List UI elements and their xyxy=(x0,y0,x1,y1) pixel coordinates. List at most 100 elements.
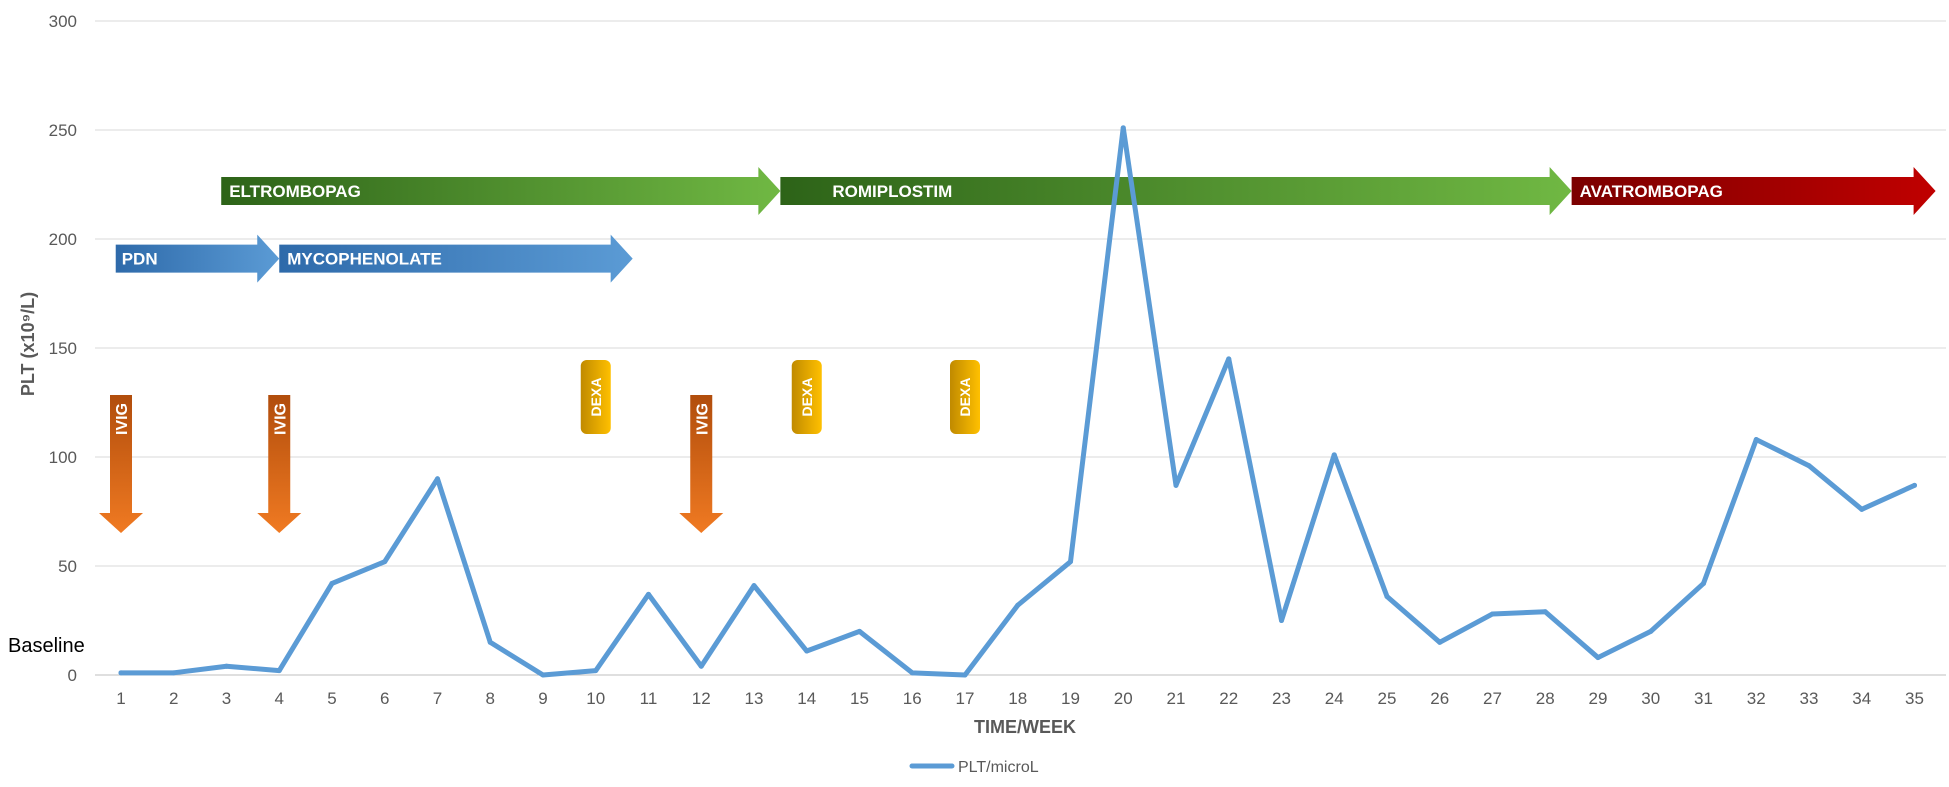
y-tick-label: 100 xyxy=(49,448,77,467)
arrow-romiplostim-label: ROMIPLOSTIM xyxy=(832,182,952,201)
dexa-box-2 xyxy=(791,360,822,434)
data-point xyxy=(1015,602,1021,608)
x-tick-label: 19 xyxy=(1061,689,1080,708)
x-tick-label: 1 xyxy=(116,689,125,708)
arrow-romiplostim xyxy=(780,167,1572,216)
x-tick-label: 9 xyxy=(538,689,547,708)
data-point xyxy=(1701,580,1706,586)
baseline-label: Baseline xyxy=(8,635,85,657)
x-tick-label: 7 xyxy=(433,689,442,708)
data-point xyxy=(1595,655,1601,661)
x-tick-label: 30 xyxy=(1641,689,1660,708)
data-point xyxy=(1331,452,1337,458)
x-tick-label: 6 xyxy=(380,689,389,708)
data-point xyxy=(1173,482,1179,488)
x-tick-label: 32 xyxy=(1747,689,1766,708)
data-point xyxy=(593,668,599,674)
ivig-label-2: IVIG xyxy=(272,403,289,435)
series-line-plt xyxy=(118,125,1917,678)
arrow-mycophenolate-label: MYCOPHENOLATE xyxy=(287,250,442,269)
x-tick-label: 29 xyxy=(1589,689,1608,708)
y-tick-label: 50 xyxy=(58,557,77,576)
y-tick-label: 0 xyxy=(68,666,77,685)
data-point xyxy=(698,663,704,669)
x-tick-label: 18 xyxy=(1008,689,1027,708)
data-point xyxy=(329,580,335,586)
arrow-eltrombopag-label: ELTROMBOPAG xyxy=(229,182,361,201)
legend-label: PLT/microL xyxy=(958,759,1039,776)
ivig-arrow-1 xyxy=(99,395,143,533)
data-point xyxy=(1279,618,1284,623)
arrow-eltrombopag xyxy=(221,167,781,216)
data-point xyxy=(1226,356,1232,362)
x-tick-label: 34 xyxy=(1852,689,1871,708)
data-point xyxy=(171,670,177,676)
x-tick-label: 21 xyxy=(1167,689,1186,708)
x-tick-label: 16 xyxy=(903,689,922,708)
data-point xyxy=(646,591,651,597)
ivig-label-3: IVIG xyxy=(694,403,711,435)
ivig-label-1: IVIG xyxy=(114,403,131,435)
x-tick-label: 4 xyxy=(275,689,284,708)
data-point xyxy=(1542,609,1548,615)
ivig-arrow-2 xyxy=(257,395,302,533)
x-tick-label: 8 xyxy=(486,689,495,708)
data-point xyxy=(435,476,440,482)
y-tick-label: 250 xyxy=(49,121,77,140)
data-point xyxy=(804,648,810,654)
data-point xyxy=(276,668,282,674)
dexa-box-1 xyxy=(580,360,611,434)
data-point xyxy=(1490,611,1495,617)
data-point xyxy=(1753,437,1759,443)
x-tick-label: 27 xyxy=(1483,689,1502,708)
data-point xyxy=(909,670,915,676)
x-tick-label: 14 xyxy=(797,689,816,708)
data-point xyxy=(540,672,546,678)
x-tick-label: 15 xyxy=(850,689,869,708)
dexa-label-3: DEXA xyxy=(957,378,973,417)
x-tick-label: 5 xyxy=(327,689,336,708)
arrow-pdn-label: PDN xyxy=(122,250,158,269)
x-tick-label: 3 xyxy=(222,689,231,708)
data-point xyxy=(1859,506,1865,512)
data-point xyxy=(751,583,757,589)
x-tick-label: 13 xyxy=(745,689,764,708)
arrow-avatrombopag-label: AVATROMBOPAG xyxy=(1580,182,1723,201)
data-point xyxy=(962,672,968,678)
dexa-label-2: DEXA xyxy=(799,378,815,417)
data-point xyxy=(487,639,493,645)
x-tick-label: 22 xyxy=(1219,689,1238,708)
x-tick-label: 2 xyxy=(169,689,178,708)
gridlines xyxy=(95,20,1946,676)
data-point xyxy=(382,559,388,565)
y-tick-label: 150 xyxy=(49,339,77,358)
data-point xyxy=(1806,463,1812,469)
dexa-box-3 xyxy=(950,360,980,434)
arrow-mycophenolate xyxy=(279,234,633,283)
y-tick-label: 200 xyxy=(49,230,77,249)
x-tick-label: 10 xyxy=(586,689,605,708)
y-tick-label: 300 xyxy=(49,12,77,31)
arrow-avatrombopag xyxy=(1571,167,1936,216)
arrow-pdn xyxy=(115,234,280,283)
x-tick-label: 31 xyxy=(1694,689,1713,708)
data-point xyxy=(1120,125,1126,131)
x-tick-label: 23 xyxy=(1272,689,1291,708)
dexa-label-1: DEXA xyxy=(588,378,604,417)
x-tick-label: 17 xyxy=(956,689,975,708)
x-tick-label: 26 xyxy=(1430,689,1449,708)
x-tick-label: 25 xyxy=(1378,689,1397,708)
data-point xyxy=(224,663,229,669)
x-tick-label: 28 xyxy=(1536,689,1555,708)
x-axis-title: TIME/WEEK xyxy=(974,717,1076,737)
data-point xyxy=(1068,559,1073,565)
ivig-arrow-3 xyxy=(679,395,724,533)
x-tick-label: 12 xyxy=(692,689,711,708)
data-point xyxy=(118,670,124,676)
therapy-annotations: PDN MYCOPHENOLATE ELTROMBOPAG ROMIPLOSTIM AV… xyxy=(99,167,1936,533)
data-point xyxy=(1437,639,1443,645)
x-tick-label: 33 xyxy=(1800,689,1819,708)
data-point xyxy=(1384,594,1390,600)
x-tick-label: 35 xyxy=(1905,689,1924,708)
